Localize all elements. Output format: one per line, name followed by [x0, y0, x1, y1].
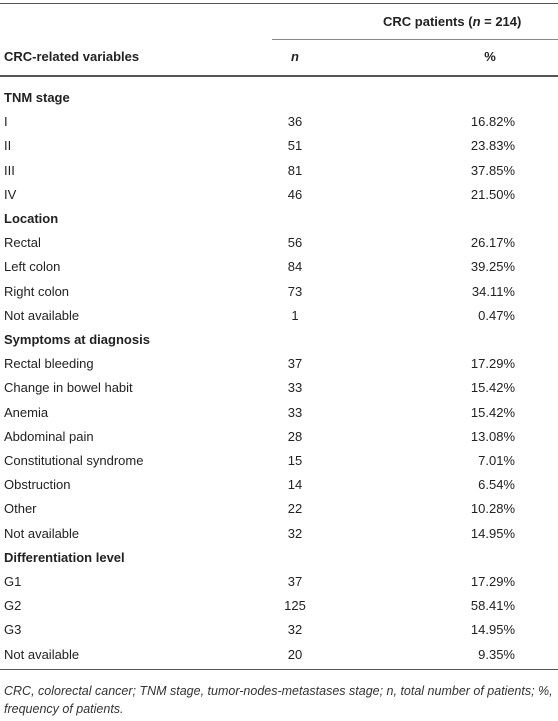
- row-label: Anemia: [4, 404, 49, 420]
- row-label: IV: [4, 186, 17, 202]
- row-n: 22: [287, 501, 303, 517]
- row-label: Right colon: [4, 283, 70, 299]
- row-n: 1: [291, 307, 299, 323]
- row-label: Abdominal pain: [4, 428, 94, 444]
- column-header: n: [291, 49, 299, 64]
- row-label: I: [4, 114, 8, 130]
- row-n: 56: [287, 235, 303, 251]
- row-pct: 14.95%: [470, 622, 515, 638]
- row-n: 15: [287, 453, 303, 468]
- section-title: Symptoms at diagnosis: [4, 332, 150, 347]
- row-n: 46: [287, 186, 303, 202]
- row-pct: 17.29%: [470, 574, 515, 589]
- row-label: Not available: [4, 307, 80, 323]
- row-label: G2: [4, 598, 22, 614]
- bottom-rule: [0, 669, 558, 670]
- row-n: 33: [287, 380, 303, 396]
- row-n: 37: [287, 356, 303, 372]
- row-pct: 14.95%: [470, 525, 515, 541]
- header-rule: [0, 75, 558, 77]
- row-n: 33: [287, 404, 303, 420]
- row-n: 32: [287, 622, 303, 638]
- row-pct: 6.54%: [478, 477, 515, 493]
- row-label: III: [4, 162, 15, 178]
- row-pct: 13.08%: [470, 428, 515, 444]
- row-pct: 9.35%: [478, 646, 515, 662]
- row-n: 37: [287, 574, 303, 589]
- row-pct: 39.25%: [470, 259, 515, 275]
- section-title: TNM stage: [4, 90, 70, 105]
- row-pct: 26.17%: [470, 235, 515, 251]
- section-title: Differentiation level: [4, 549, 125, 565]
- row-n: 14: [287, 477, 303, 493]
- row-label: G1: [4, 574, 22, 589]
- row-n: 84: [287, 259, 303, 275]
- row-label: Other: [4, 501, 37, 517]
- row-label: Change in bowel habit: [4, 380, 133, 396]
- row-pct: 0.47%: [478, 307, 515, 323]
- row-label: Rectal bleeding: [4, 356, 94, 372]
- group-header-n: n: [472, 14, 481, 29]
- row-label: Obstruction: [4, 477, 71, 493]
- row-pct: 21.50%: [470, 186, 515, 202]
- row-n: 32: [287, 525, 303, 541]
- top-rule: [0, 3, 558, 4]
- group-rule: [272, 39, 558, 40]
- row-label: Not available: [4, 525, 80, 541]
- row-pct: 23.83%: [470, 138, 515, 154]
- row-label: Constitutional syndrome: [4, 453, 144, 468]
- row-label: Left colon: [4, 259, 61, 275]
- row-label: Not available: [4, 646, 80, 662]
- row-pct: 34.11%: [471, 283, 515, 299]
- row-pct: 16.82%: [470, 114, 515, 130]
- column-header: CRC-related variables: [4, 49, 140, 64]
- column-header: %: [484, 49, 496, 64]
- row-label: II: [4, 138, 12, 154]
- row-n: 125: [284, 598, 306, 614]
- row-n: 20: [287, 646, 303, 662]
- footnote: CRC, colorectal cancer; TNM stage, tumor…: [4, 684, 553, 716]
- row-pct: 58.41%: [470, 598, 515, 614]
- row-n: 36: [287, 114, 303, 130]
- row-pct: 15.42%: [470, 380, 515, 396]
- row-n: 73: [287, 283, 303, 299]
- row-pct: 17.29%: [470, 356, 515, 372]
- row-n: 51: [287, 138, 303, 154]
- row-pct: 7.01%: [478, 453, 515, 468]
- row-pct: 37.85%: [470, 162, 515, 178]
- row-label: G3: [4, 622, 22, 638]
- group-header-text: CRC patients (: [383, 14, 473, 29]
- row-pct: 15.42%: [470, 404, 515, 420]
- row-label: Rectal: [4, 235, 41, 251]
- group-header: CRC patients (n = 214): [383, 14, 521, 30]
- row-n: 28: [287, 428, 303, 444]
- group-header-text: = 214): [480, 14, 522, 29]
- row-pct: 10.28%: [470, 501, 515, 517]
- section-title: Location: [4, 211, 59, 226]
- row-n: 81: [287, 162, 303, 178]
